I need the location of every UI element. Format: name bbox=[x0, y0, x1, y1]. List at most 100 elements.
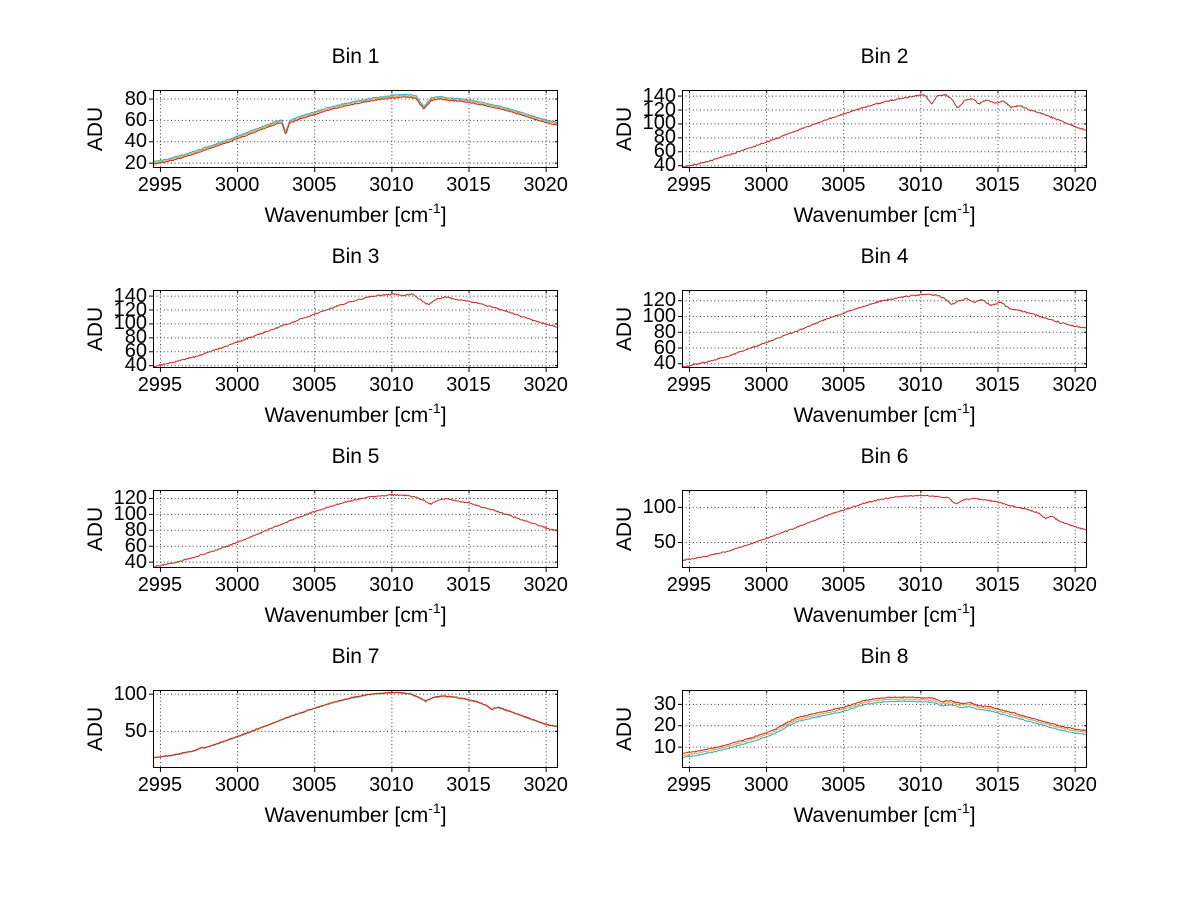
y-tick-label: 80 bbox=[653, 320, 676, 343]
x-tick-label: 3020 bbox=[1052, 174, 1097, 196]
y-tick-label: 140 bbox=[113, 284, 147, 307]
series-cyan bbox=[152, 692, 559, 759]
plot-area-bin-1 bbox=[149, 90, 559, 172]
tick-marks bbox=[149, 490, 558, 572]
x-tick-label: 3005 bbox=[291, 174, 337, 196]
y-tick-label: 80 bbox=[653, 126, 676, 149]
x-axis-label-text: Wavenumber [cm bbox=[793, 604, 958, 627]
x-tick-label: 3010 bbox=[898, 574, 943, 596]
x-tick-label: 2995 bbox=[137, 174, 183, 196]
x-tick-label: 3015 bbox=[975, 774, 1020, 796]
y-tick-label: 60 bbox=[124, 340, 147, 363]
x-tick-label: 3020 bbox=[523, 174, 568, 196]
x-axis-label-bracket: ] bbox=[969, 204, 976, 227]
x-axis-label-text: Wavenumber [cm bbox=[264, 604, 429, 627]
x-tick-label: 3020 bbox=[1052, 774, 1097, 796]
x-axis-label-exponent: -1 bbox=[957, 800, 970, 816]
x-tick-label: 3020 bbox=[1052, 574, 1097, 596]
x-tick-label: 3015 bbox=[446, 174, 491, 196]
x-axis-label-text: Wavenumber [cm bbox=[793, 404, 958, 427]
series-red bbox=[681, 494, 1088, 561]
x-axis-label-exponent: -1 bbox=[428, 800, 441, 816]
x-axis-label-bracket: ] bbox=[969, 604, 976, 627]
axes-border bbox=[153, 490, 558, 568]
axes-border bbox=[682, 490, 1087, 568]
x-axis-label: Wavenumber [cm-1] bbox=[153, 800, 558, 829]
x-tick-label: 3000 bbox=[743, 374, 789, 396]
x-axis-label-bracket: ] bbox=[969, 404, 976, 427]
subplot-title: Bin 2 bbox=[860, 45, 909, 68]
x-tick-label: 2995 bbox=[137, 774, 183, 796]
x-tick-label: 2995 bbox=[666, 774, 712, 796]
x-tick-label: 3015 bbox=[446, 374, 491, 396]
x-tick-label: 3000 bbox=[214, 774, 260, 796]
x-axis-label-text: Wavenumber [cm bbox=[793, 804, 958, 827]
x-axis-label: Wavenumber [cm-1] bbox=[153, 600, 558, 629]
x-axis-label: Wavenumber [cm-1] bbox=[682, 201, 1087, 229]
x-tick-label: 3000 bbox=[743, 774, 789, 796]
x-tick-label: 2995 bbox=[137, 574, 183, 596]
x-axis-label-bracket: ] bbox=[969, 804, 976, 827]
subplot-title: Bin 3 bbox=[331, 245, 380, 268]
tick-marks bbox=[678, 490, 1087, 572]
x-axis-label-bracket: ] bbox=[440, 604, 447, 627]
plot-area-bin-2 bbox=[678, 90, 1088, 172]
x-tick-label: 3020 bbox=[523, 774, 568, 796]
x-tick-label: 3015 bbox=[975, 374, 1020, 396]
y-tick-label: 140 bbox=[642, 84, 676, 107]
axes-border bbox=[153, 290, 558, 368]
x-tick-label: 3010 bbox=[369, 574, 414, 596]
x-axis-label-exponent: -1 bbox=[428, 600, 441, 616]
x-axis-label-text: Wavenumber [cm bbox=[264, 804, 429, 827]
x-tick-label: 2995 bbox=[666, 374, 712, 396]
grid bbox=[682, 690, 1087, 768]
series-red bbox=[681, 293, 1088, 368]
subplot-title: Bin 6 bbox=[860, 445, 909, 468]
x-axis-label-exponent: -1 bbox=[957, 400, 970, 416]
subplot-title: Bin 7 bbox=[331, 645, 380, 668]
x-tick-label: 3010 bbox=[369, 774, 414, 796]
y-axis-label: ADU bbox=[613, 506, 636, 552]
x-tick-label: 3000 bbox=[214, 374, 260, 396]
y-tick-label: 60 bbox=[124, 534, 147, 557]
x-tick-label: 3005 bbox=[291, 774, 337, 796]
x-tick-label: 3005 bbox=[820, 374, 866, 396]
x-tick-label: 3000 bbox=[214, 174, 260, 196]
x-axis-label: Wavenumber [cm-1] bbox=[682, 600, 1087, 629]
x-tick-label: 2995 bbox=[666, 574, 712, 596]
series-cyan bbox=[152, 93, 559, 163]
tick-marks bbox=[149, 290, 558, 372]
subplot-title: Bin 8 bbox=[860, 645, 909, 668]
x-axis-label: Wavenumber [cm-1] bbox=[682, 800, 1087, 829]
y-tick-label: 100 bbox=[113, 312, 147, 335]
plot-area-bin-6 bbox=[678, 490, 1088, 572]
x-tick-label: 3005 bbox=[820, 174, 866, 196]
x-axis-label: Wavenumber [cm-1] bbox=[153, 401, 558, 429]
subplot-title: Bin 5 bbox=[331, 445, 380, 468]
y-tick-label: 120 bbox=[113, 486, 147, 509]
series-cyan bbox=[681, 700, 1088, 759]
x-axis-label-exponent: -1 bbox=[957, 600, 970, 616]
x-tick-label: 3005 bbox=[820, 774, 866, 796]
y-tick-label: 60 bbox=[124, 108, 147, 131]
y-tick-label: 50 bbox=[653, 531, 676, 553]
grid bbox=[682, 290, 1087, 368]
x-axis-label: Wavenumber [cm-1] bbox=[682, 400, 1087, 429]
tick-marks bbox=[149, 90, 558, 172]
x-tick-label: 3000 bbox=[743, 574, 789, 596]
grid bbox=[153, 290, 558, 368]
series-red bbox=[681, 696, 1087, 755]
y-tick-label: 120 bbox=[642, 289, 676, 312]
y-tick-label: 80 bbox=[124, 518, 147, 541]
x-tick-label: 3010 bbox=[369, 174, 414, 196]
x-tick-label: 3020 bbox=[523, 374, 568, 396]
tick-marks bbox=[678, 290, 1087, 372]
x-tick-label: 3015 bbox=[446, 774, 491, 796]
y-tick-label: 20 bbox=[653, 714, 676, 737]
x-axis-label-bracket: ] bbox=[440, 404, 447, 427]
axes-border bbox=[682, 290, 1087, 368]
x-axis-label: Wavenumber [cm-1] bbox=[153, 201, 558, 229]
x-tick-label: 3010 bbox=[898, 774, 943, 796]
plot-area-bin-5 bbox=[149, 490, 559, 572]
y-tick-label: 60 bbox=[653, 336, 676, 359]
